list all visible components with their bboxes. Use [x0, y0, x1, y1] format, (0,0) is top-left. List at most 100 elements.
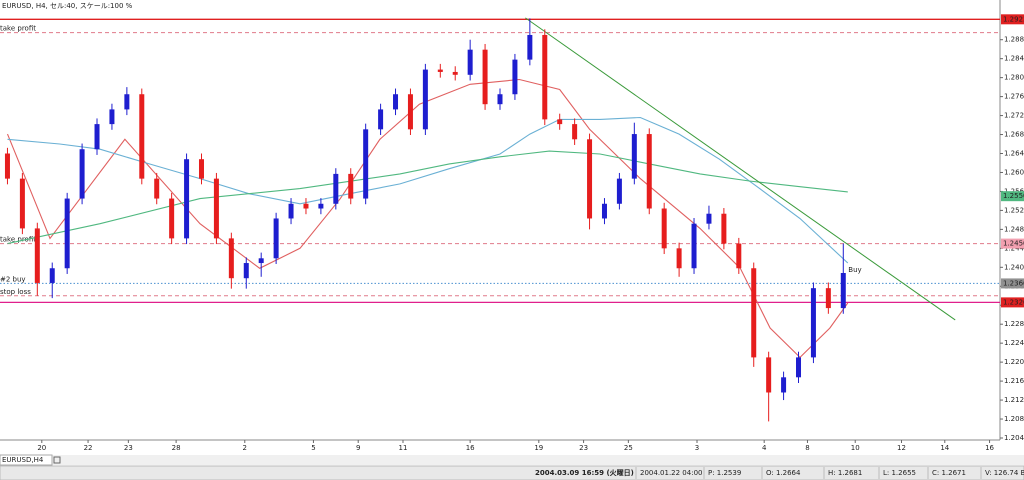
candle-body — [64, 198, 70, 269]
candle-body — [94, 124, 100, 150]
moving-average — [6, 78, 849, 359]
candle-body — [467, 49, 473, 75]
y-tick-label: 1.2520 — [1004, 206, 1024, 214]
candle-body — [154, 178, 160, 199]
candle-body — [184, 159, 190, 239]
price-tag-label: 1.2550 — [1003, 192, 1024, 200]
candle-body — [378, 109, 384, 130]
price-tag — [1001, 191, 1024, 202]
x-tick-label: 19 — [534, 444, 543, 452]
candle-body — [348, 173, 354, 199]
candle-body — [512, 59, 518, 95]
x-tick-label: 20 — [37, 444, 46, 452]
candle-body — [79, 149, 85, 199]
price-tag — [1001, 14, 1024, 25]
y-tick-label: 1.2160 — [1004, 377, 1024, 385]
level-label: #2 buy — [0, 275, 26, 283]
status-field: C: 1.2671 — [932, 469, 966, 477]
price-tag-label: 1.2923 — [1003, 15, 1024, 23]
candle-body — [198, 159, 204, 179]
x-tick-label: 22 — [84, 444, 93, 452]
candle-body — [721, 213, 727, 244]
candle-body — [49, 268, 55, 283]
status-field: P: 1.2539 — [708, 469, 741, 477]
price-tag — [1001, 238, 1024, 249]
y-tick-label: 1.2840 — [1004, 55, 1024, 63]
candle-body — [766, 357, 772, 393]
chart-title: EURUSD, H4, セル:40, スケール:100 % — [2, 2, 133, 10]
status-field: L: 1.2655 — [883, 469, 916, 477]
y-tick-label: 1.2880 — [1004, 36, 1024, 44]
moving-average — [7, 116, 849, 264]
candle-body — [363, 129, 369, 199]
candle-body — [557, 119, 563, 125]
x-tick-label: 8 — [805, 444, 809, 452]
x-tick-label: 3 — [695, 444, 699, 452]
price-tag-label: 1.2450 — [1003, 240, 1024, 248]
x-tick-label: 23 — [124, 444, 133, 452]
y-tick-label: 1.2080 — [1004, 415, 1024, 423]
price-tag — [1001, 278, 1024, 289]
y-tick-label: 1.2640 — [1004, 150, 1024, 158]
x-tick-label: 9 — [356, 444, 360, 452]
candle-body — [527, 34, 533, 60]
candle-body — [243, 263, 249, 279]
candle-body — [587, 139, 593, 219]
candle-body — [736, 243, 742, 269]
y-tick-label: 1.2400 — [1004, 263, 1024, 271]
tab-icon[interactable] — [53, 456, 61, 464]
y-tick-label: 1.2040 — [1004, 434, 1024, 442]
y-tick-label: 1.2680 — [1004, 131, 1024, 139]
status-field: 2004.01.22 04:00 — [640, 469, 702, 477]
candle-body — [393, 94, 399, 110]
status-bar — [0, 465, 1024, 480]
x-tick-label: 5 — [311, 444, 315, 452]
candle-body — [273, 218, 279, 259]
level-label: take profit — [0, 25, 36, 33]
tab-label[interactable]: EURUSD,H4 — [2, 456, 44, 464]
candle-body — [124, 94, 130, 110]
trendline — [525, 17, 956, 321]
y-tick-label: 1.2800 — [1004, 74, 1024, 82]
candle-body — [34, 228, 40, 283]
candle-body — [646, 134, 652, 209]
price-tag-label: 1.2326 — [1003, 298, 1024, 306]
x-tick-label: 28 — [172, 444, 181, 452]
candle-body — [109, 109, 115, 125]
candle-body — [542, 34, 548, 120]
price-tag-label: 1.2366 — [1003, 279, 1024, 287]
candle-body — [631, 134, 637, 179]
candle-body — [288, 203, 294, 219]
y-tick-label: 1.2760 — [1004, 93, 1024, 101]
x-tick-label: 14 — [940, 444, 949, 452]
candle-body — [437, 69, 443, 72]
y-tick-label: 1.2600 — [1004, 168, 1024, 176]
x-tick-label: 23 — [579, 444, 588, 452]
candle-body — [751, 268, 757, 358]
y-tick-label: 1.2480 — [1004, 225, 1024, 233]
candle-body — [482, 49, 488, 105]
x-tick-label: 10 — [851, 444, 860, 452]
candle-body — [796, 357, 802, 378]
candle-body — [4, 153, 10, 179]
status-field: O: 1.2664 — [766, 469, 801, 477]
candle-body — [303, 203, 309, 209]
candle-body — [781, 377, 787, 393]
candle-body — [706, 213, 712, 224]
x-tick-label: 16 — [466, 444, 475, 452]
candle-body — [213, 178, 219, 239]
y-tick-label: 1.2120 — [1004, 396, 1024, 404]
tab[interactable] — [0, 454, 53, 466]
candle-body — [318, 203, 324, 209]
buy-label: Buy — [848, 266, 861, 274]
candle-body — [601, 203, 607, 219]
level-label: stop loss — [0, 288, 31, 296]
x-tick-label: 4 — [762, 444, 767, 452]
candle-body — [810, 288, 816, 358]
candle-body — [452, 71, 458, 75]
x-tick-label: 12 — [897, 444, 906, 452]
candle-body — [572, 124, 578, 140]
y-tick-label: 1.2280 — [1004, 320, 1024, 328]
